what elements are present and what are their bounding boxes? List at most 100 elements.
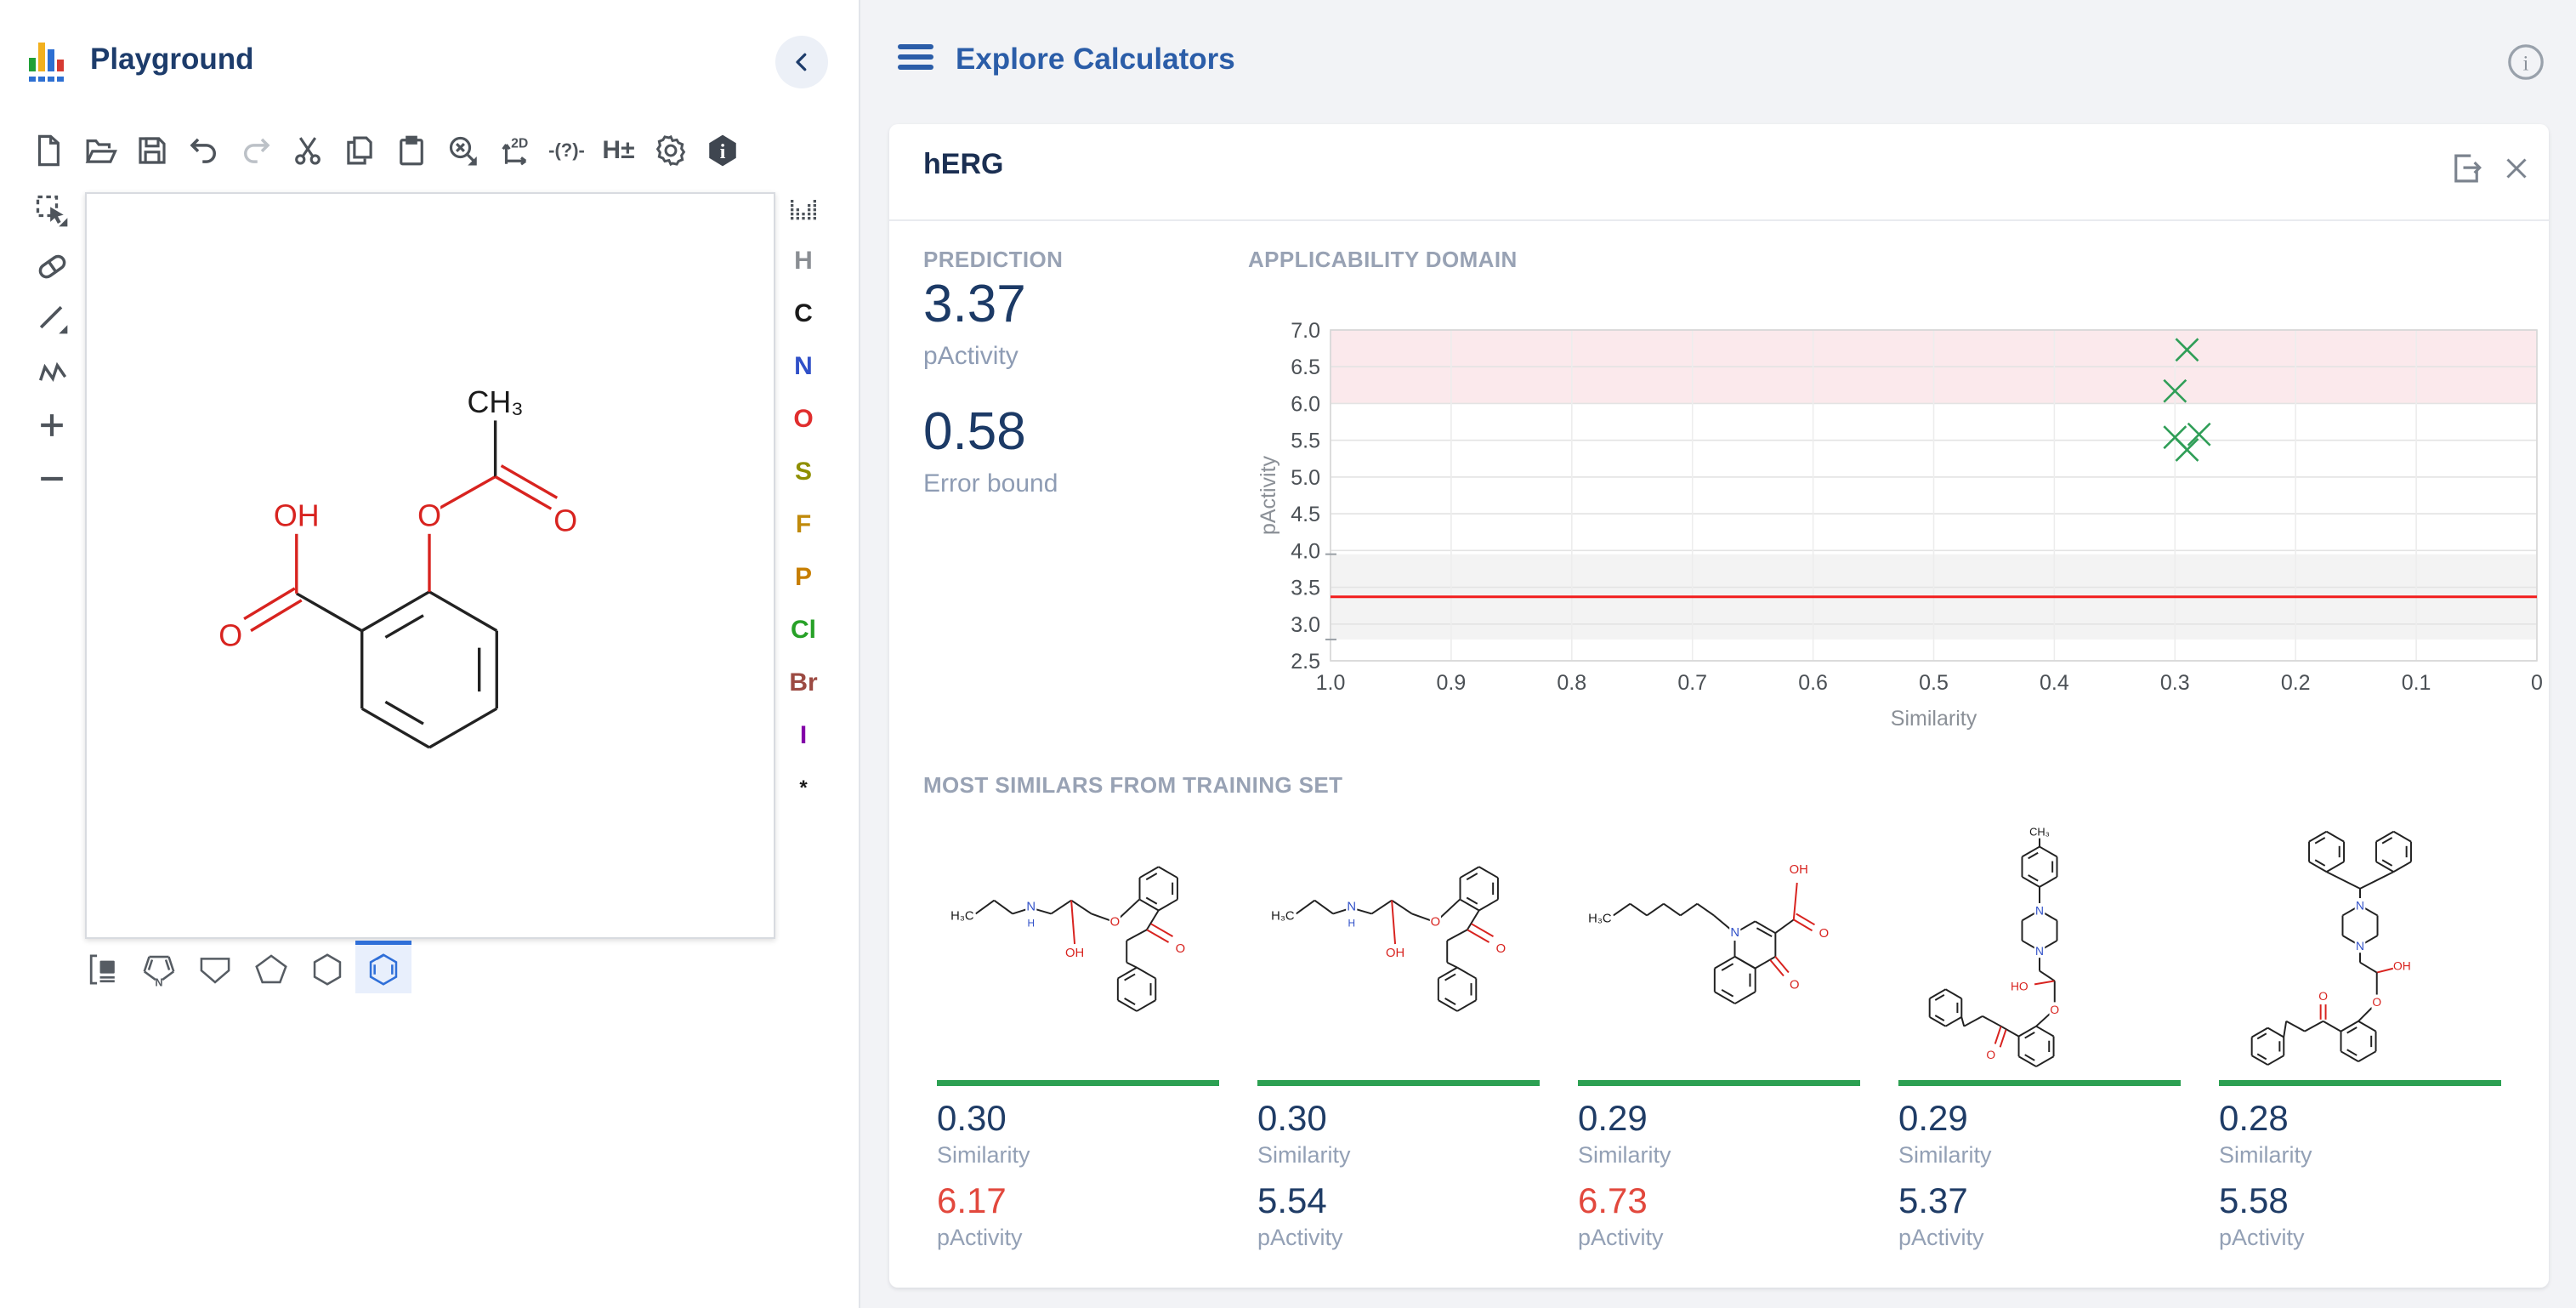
charge-minus-icon — [33, 460, 71, 498]
svg-text:O: O — [1819, 927, 1830, 941]
svg-text:O: O — [2372, 995, 2381, 1009]
structure-library-button[interactable] — [75, 941, 131, 993]
open-folder-icon — [82, 133, 118, 168]
prediction-value-label: pActivity — [923, 342, 1018, 371]
element-Br[interactable]: Br — [777, 657, 830, 709]
undo-button[interactable] — [178, 124, 230, 177]
similar-compound-card[interactable]: H₃CNHOHOO0.30Similarity5.54pActivity — [1257, 818, 1540, 1251]
svg-text:O: O — [2050, 1003, 2059, 1016]
layout-2d-icon: 2D — [497, 133, 533, 168]
error-bound-label: Error bound — [923, 469, 1058, 498]
query-atom-glyph: -(?)- — [548, 139, 585, 162]
similar-compound-card[interactable]: H₃CNOHOO0.29Similarity6.73pActivity — [1578, 818, 1860, 1251]
similar-compounds-row: H₃CNHOHOO0.30Similarity6.17pActivityH₃CN… — [937, 818, 2501, 1251]
redo-icon — [238, 133, 274, 168]
element-C[interactable]: C — [777, 287, 830, 340]
svg-text:0: 0 — [2531, 671, 2543, 695]
single-bond-icon — [33, 299, 71, 337]
similars-section-label: MOST SIMILARS FROM TRAINING SET — [923, 772, 1342, 799]
open-file-button[interactable] — [74, 124, 126, 177]
paste-icon — [394, 133, 429, 168]
copy-button[interactable] — [333, 124, 385, 177]
element-any[interactable]: * — [777, 762, 830, 815]
calculators-title: Explore Calculators — [956, 43, 1235, 77]
prediction-value: 3.37 — [923, 274, 1026, 334]
pactivity-label: pActivity — [1578, 1225, 1860, 1251]
benzene-icon — [364, 950, 403, 989]
export-button[interactable] — [2448, 150, 2484, 187]
about-button[interactable]: i — [696, 124, 748, 177]
copy-icon — [342, 133, 377, 168]
redo-button[interactable] — [230, 124, 281, 177]
clear-canvas-icon — [445, 133, 481, 168]
layout-2d-button[interactable]: 2D — [489, 124, 541, 177]
cyclopentane-icon — [252, 950, 291, 989]
collapse-panel-button[interactable] — [775, 36, 828, 88]
menu-button[interactable] — [898, 44, 933, 73]
svg-text:H₃C: H₃C — [1271, 909, 1295, 923]
svg-text:H: H — [1348, 917, 1355, 929]
cut-button[interactable] — [281, 124, 333, 177]
svg-text:0.3: 0.3 — [2160, 671, 2190, 695]
new-document-button[interactable] — [22, 124, 74, 177]
element-F[interactable]: F — [777, 498, 830, 551]
svg-text:O: O — [1176, 942, 1186, 956]
similarity-bar — [937, 1080, 1219, 1086]
similarity-bar — [1898, 1080, 2181, 1086]
svg-text:i: i — [2523, 53, 2529, 76]
molecule-canvas[interactable]: CH₃OOOHO — [85, 192, 775, 939]
selection-tool-button[interactable] — [26, 184, 78, 237]
pactivity-value: 5.54 — [1257, 1180, 1540, 1221]
hydrogens-button[interactable]: H± — [593, 124, 644, 177]
svg-text:O: O — [1986, 1048, 1995, 1061]
template-cyclopentane-button[interactable] — [243, 941, 299, 993]
element-I[interactable]: I — [777, 709, 830, 762]
svg-text:N: N — [1730, 926, 1739, 940]
paste-button[interactable] — [385, 124, 437, 177]
charge-plus-button[interactable] — [26, 398, 78, 452]
clear-canvas-button[interactable] — [437, 124, 489, 177]
svg-text:i: i — [719, 140, 725, 163]
similar-compound-card[interactable]: NNOHOO0.28Similarity5.58pActivity — [2219, 818, 2501, 1251]
template-cyclopentadiene-button[interactable] — [187, 941, 243, 993]
element-P[interactable]: P — [777, 551, 830, 604]
similar-compound-card[interactable]: H₃CNHOHOO0.30Similarity6.17pActivity — [937, 818, 1219, 1251]
bond-tool-button[interactable] — [26, 291, 78, 344]
page-title: Playground — [90, 43, 254, 77]
svg-text:N: N — [2035, 904, 2044, 918]
pactivity-value: 5.58 — [2219, 1180, 2501, 1221]
element-O[interactable]: O — [777, 393, 830, 446]
editor-toolbar: 2D -(?)- H± i — [22, 124, 748, 179]
close-card-button[interactable] — [2501, 153, 2532, 184]
svg-text:CH₃: CH₃ — [2029, 825, 2050, 838]
erase-tool-button[interactable] — [26, 237, 78, 291]
element-Cl[interactable]: Cl — [777, 604, 830, 657]
save-button[interactable] — [126, 124, 178, 177]
svg-text:2D: 2D — [511, 137, 528, 151]
svg-text:N: N — [155, 976, 162, 988]
similarity-bar — [2219, 1080, 2501, 1086]
template-pyrrole-button[interactable]: N — [131, 941, 187, 993]
charge-minus-button[interactable] — [26, 452, 78, 505]
similar-compound-card[interactable]: CH₃NNHOOO0.29Similarity5.37pActivity — [1898, 818, 2181, 1251]
selection-icon — [33, 192, 71, 230]
element-H[interactable]: H — [777, 235, 830, 287]
element-strip: HCNOSFPClBrI* — [777, 182, 830, 815]
query-atom-button[interactable]: -(?)- — [541, 124, 593, 177]
template-cyclohexane-button[interactable] — [299, 941, 355, 993]
svg-text:5.0: 5.0 — [1291, 466, 1320, 490]
aspirin-structure: CH₃OOOHO — [87, 194, 774, 937]
chain-tool-button[interactable] — [26, 344, 78, 398]
element-S[interactable]: S — [777, 446, 830, 498]
info-button[interactable]: i — [2506, 43, 2545, 82]
applicability-domain-chart: 2.53.03.54.04.55.05.56.06.57.01.00.90.80… — [1258, 308, 2549, 738]
template-benzene-button[interactable] — [355, 941, 411, 993]
element-N[interactable]: N — [777, 340, 830, 393]
settings-button[interactable] — [644, 124, 696, 177]
save-icon — [134, 133, 170, 168]
dotted-structure-icon — [786, 191, 820, 225]
pactivity-label: pActivity — [937, 1225, 1219, 1251]
custom-templates-button[interactable] — [777, 182, 830, 235]
pactivity-value: 5.37 — [1898, 1180, 2181, 1221]
pactivity-value: 6.73 — [1578, 1180, 1860, 1221]
